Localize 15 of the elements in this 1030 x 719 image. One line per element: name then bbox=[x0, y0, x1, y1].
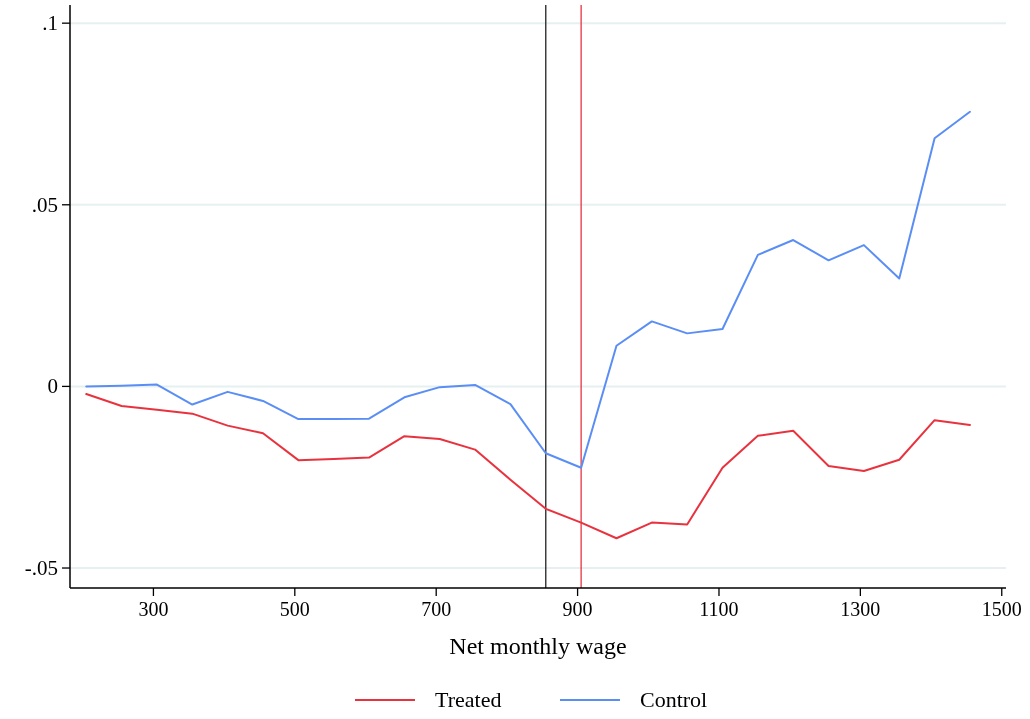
x-tick-label: 700 bbox=[421, 598, 452, 620]
x-axis-title: Net monthly wage bbox=[449, 633, 627, 659]
x-tick-label: 1100 bbox=[699, 598, 739, 620]
x-tick-label: 1500 bbox=[981, 598, 1022, 620]
y-tick-label: .05 bbox=[31, 192, 58, 217]
x-tick-label: 900 bbox=[562, 598, 593, 620]
y-tick-label: .1 bbox=[42, 11, 58, 36]
x-tick-label: 300 bbox=[138, 598, 169, 620]
y-tick-label: -.05 bbox=[24, 556, 58, 581]
x-tick-label: 1300 bbox=[840, 598, 881, 620]
x-tick-label: 500 bbox=[279, 598, 310, 620]
legend-label: Control bbox=[640, 687, 708, 712]
line-series bbox=[85, 110, 971, 469]
legend-label: Treated bbox=[435, 687, 502, 712]
y-tick-label: 0 bbox=[47, 374, 58, 399]
